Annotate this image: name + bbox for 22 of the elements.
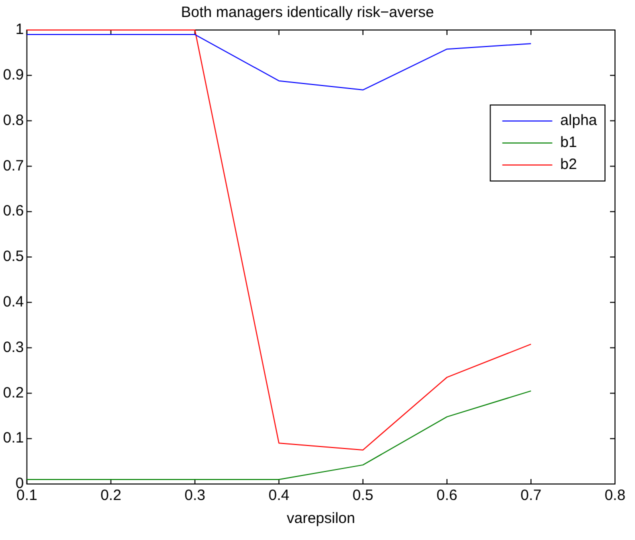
x-tick-label: 0.2 <box>100 487 122 504</box>
y-tick-label: 0.7 <box>2 157 24 174</box>
legend-label: b2 <box>560 156 577 174</box>
y-tick-label: 0.6 <box>2 202 24 220</box>
legend-label: alpha <box>560 112 598 130</box>
x-tick-label: 0.8 <box>604 487 626 504</box>
legend-label: b1 <box>560 134 577 152</box>
y-tick-label: 0.1 <box>2 430 24 447</box>
x-tick-label: 0.5 <box>352 487 374 504</box>
x-tick-label: 0.6 <box>436 487 458 504</box>
y-tick-label: 0.5 <box>2 248 24 266</box>
y-tick-label: 0.4 <box>2 294 24 311</box>
x-tick-label: 0.7 <box>520 487 542 504</box>
x-axis-title: varepsilon <box>286 510 356 528</box>
y-tick-label: 0.3 <box>2 338 24 356</box>
chart-title: Both managers identically risk−averse <box>180 4 434 22</box>
y-tick-label: 1 <box>16 21 24 38</box>
x-tick-label: 0.4 <box>268 487 290 504</box>
y-tick-label: 0.9 <box>2 66 24 84</box>
x-tick-label: 0.3 <box>184 487 206 504</box>
y-tick-label: 0.2 <box>2 384 24 402</box>
y-tick-label: 0.8 <box>2 112 24 129</box>
